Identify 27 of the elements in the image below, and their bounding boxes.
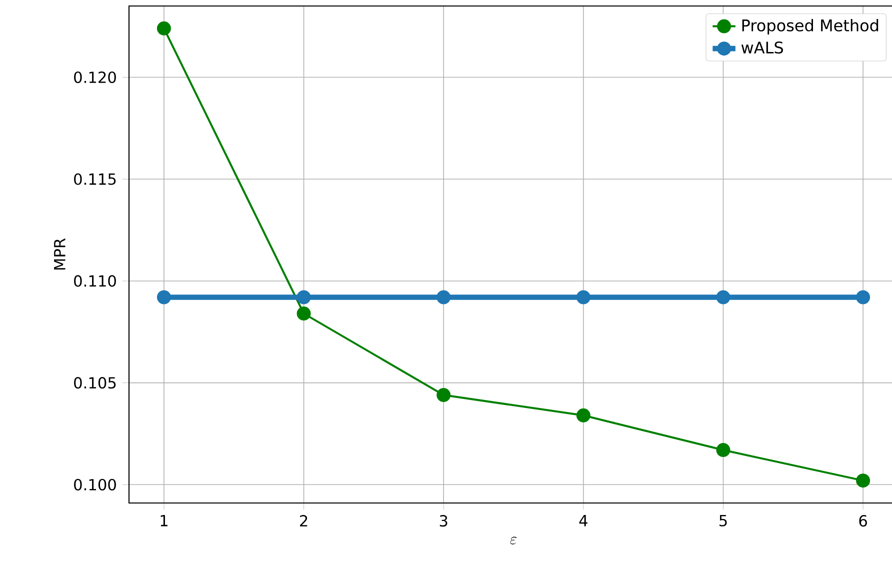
- point: [716, 290, 730, 304]
- y-tick-label: 0.105: [74, 377, 116, 389]
- x-tick-label: 6: [859, 515, 867, 527]
- x-tick-label: 1: [160, 515, 168, 526]
- point: [576, 408, 590, 422]
- y-tick-label: 0.115: [74, 173, 116, 185]
- x-tick-label: 4: [579, 515, 588, 526]
- y-axis-title: MPR: [54, 238, 66, 270]
- y-tick-label: 0.110: [74, 275, 116, 287]
- point: [296, 290, 311, 304]
- legend-label: wALS: [741, 42, 783, 54]
- x-axis-title: $\varepsilon$: [510, 536, 517, 544]
- x-tick-label: 5: [720, 515, 727, 526]
- point: [856, 474, 870, 488]
- point: [856, 290, 870, 304]
- point: [156, 21, 171, 36]
- point: [576, 290, 590, 304]
- x-tick-label: 3: [440, 515, 448, 527]
- x-tick-label: 2: [300, 515, 308, 526]
- point: [436, 388, 451, 402]
- point: [716, 443, 730, 458]
- legend-label: Proposed Method: [742, 19, 878, 35]
- y-tick-label: 0.120: [74, 71, 116, 84]
- point: [436, 290, 451, 304]
- point: [296, 306, 311, 321]
- y-tick-label: 0.100: [74, 478, 116, 490]
- point: [156, 290, 171, 304]
